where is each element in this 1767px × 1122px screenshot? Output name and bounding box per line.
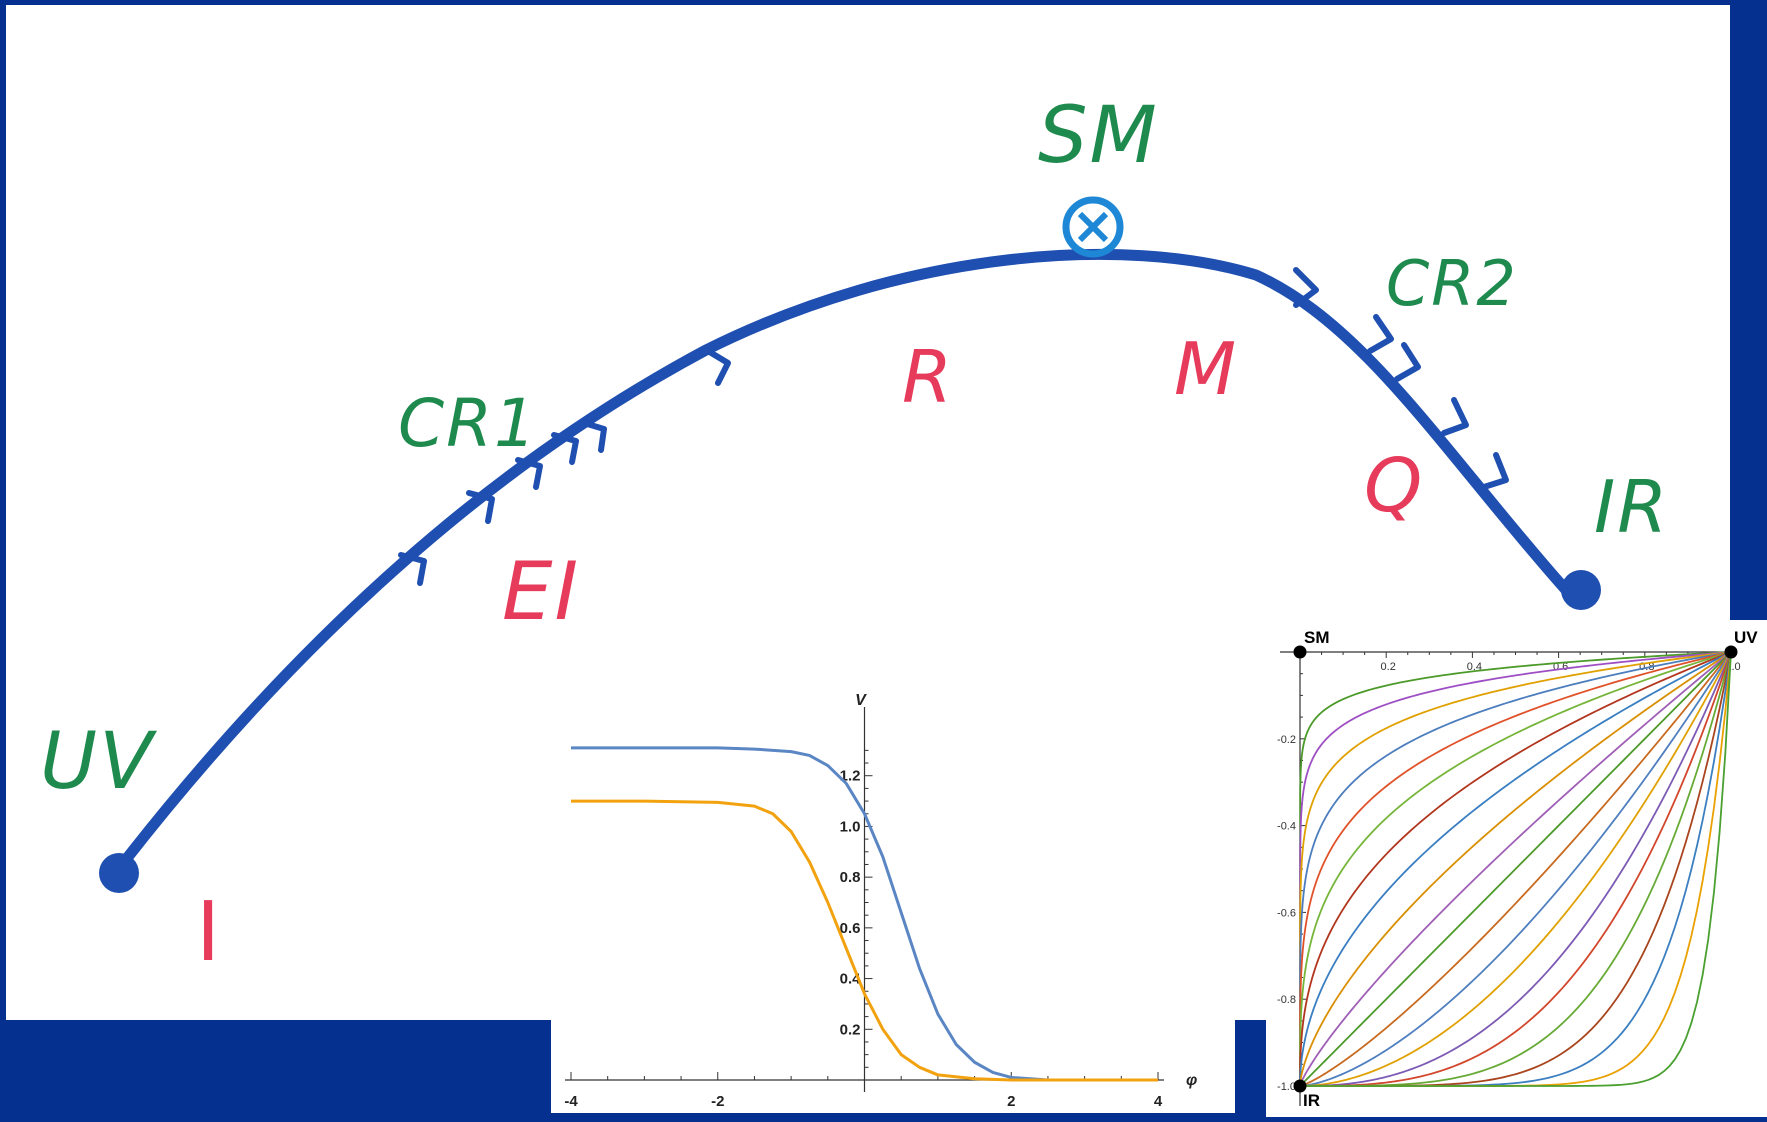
- potential-curve-2: [571, 799, 1158, 1082]
- flow-arrows: [398, 267, 1509, 586]
- flow-curve: [1299, 651, 1732, 1087]
- flow-curve: [1299, 651, 1732, 1087]
- fixed-point-uv: [1724, 645, 1738, 659]
- uv-label: UV: [40, 717, 155, 807]
- flow-curve: [1300, 651, 1732, 1087]
- x-tick-label: 4: [1154, 1093, 1163, 1110]
- potential-curve-1: [571, 746, 1158, 1082]
- flow-curve: [1299, 651, 1732, 1087]
- potential-plot: -4 -2 2 4 0.2 0.4 0.6 0.8 1.0 1.2 φ V: [551, 683, 1235, 1113]
- flow-curve: [1299, 651, 1732, 1087]
- flow-curve: [1299, 651, 1732, 1087]
- y-tick-label: -0.6: [1277, 907, 1296, 919]
- y-axis-label: V: [855, 692, 867, 709]
- cr2-label: CR2: [1386, 247, 1518, 320]
- flow-curve: [1299, 651, 1732, 1087]
- cr1-label: CR1: [398, 385, 538, 462]
- y-tick-label: -1.0: [1277, 1081, 1296, 1093]
- flow-curve: [1299, 651, 1732, 1087]
- y-tick-label: 1.2: [840, 768, 861, 785]
- y-tick-label: 0.6: [840, 920, 861, 937]
- flow-curve: [1300, 651, 1732, 1087]
- arrow-icon: [515, 457, 543, 490]
- x-axis-label: φ: [1186, 1072, 1197, 1089]
- y-tick-label: -0.2: [1277, 734, 1296, 746]
- m-label: M: [1174, 327, 1239, 411]
- y-tick-label: -0.4: [1277, 821, 1296, 833]
- arrow-icon: [1394, 342, 1421, 382]
- x-tick-label: 2: [1007, 1093, 1015, 1110]
- arrow-icon: [1367, 314, 1394, 354]
- y-tick-label: -0.8: [1277, 994, 1296, 1006]
- fixed-point-ir: [1293, 1079, 1307, 1093]
- flow-curve: [1299, 651, 1732, 1087]
- fixed-point-label-uv: UV: [1734, 628, 1758, 647]
- arrow-icon: [1441, 397, 1469, 436]
- sm-label: SM: [1038, 91, 1159, 181]
- arrow-icon: [551, 432, 579, 465]
- ir-label: IR: [1594, 465, 1670, 549]
- potential-plot-svg: -4 -2 2 40.20.40.60.81.01.2φV: [564, 692, 1197, 1110]
- r-label: R: [902, 335, 955, 419]
- x-tick-label: -2: [711, 1093, 724, 1110]
- arrow-icon: [398, 552, 427, 586]
- fixed-point-label-ir: IR: [1303, 1091, 1320, 1110]
- circled-x-icon: [1062, 196, 1124, 258]
- arrow-icon: [1293, 267, 1319, 308]
- flow-curve: [1299, 651, 1732, 1087]
- fixed-point-label-sm: SM: [1304, 628, 1330, 647]
- flow-diagram-plot-svg: 0.2 0.4 0.6 0.8 1.0-0.2-0.4-0.6-0.8-1.0SM UVI…: [1277, 628, 1758, 1110]
- arrow-icon: [581, 420, 607, 453]
- i-label: I: [196, 885, 223, 980]
- ir-endpoint-dot: [1561, 570, 1601, 610]
- flow-curve: [1299, 651, 1732, 1087]
- ei-label: EI: [502, 545, 581, 638]
- x-tick-label: -4: [564, 1093, 578, 1110]
- arrow-icon: [705, 348, 731, 386]
- y-tick-label: 0.2: [840, 1021, 861, 1038]
- flow-curve: [1300, 651, 1732, 1087]
- y-tick-label: 0.8: [840, 869, 861, 886]
- flow-curve: [1299, 651, 1732, 1087]
- uv-endpoint-dot: [99, 853, 139, 893]
- flow-curve: [1299, 651, 1732, 1087]
- arrow-icon: [1481, 452, 1509, 490]
- flow-diagram-plot: 0.2 0.4 0.6 0.8 1.0 -0.2 -0.4 -0.6 -0.8 -1.0 SM UV I…: [1266, 620, 1767, 1117]
- x-tick-label: 0.2: [1381, 661, 1396, 673]
- trajectory-drawing: [99, 196, 1601, 893]
- arrow-icon: [466, 490, 495, 524]
- y-tick-label: 1.0: [840, 818, 861, 835]
- fixed-point-sm: [1293, 645, 1307, 659]
- q-label: Q: [1364, 443, 1425, 529]
